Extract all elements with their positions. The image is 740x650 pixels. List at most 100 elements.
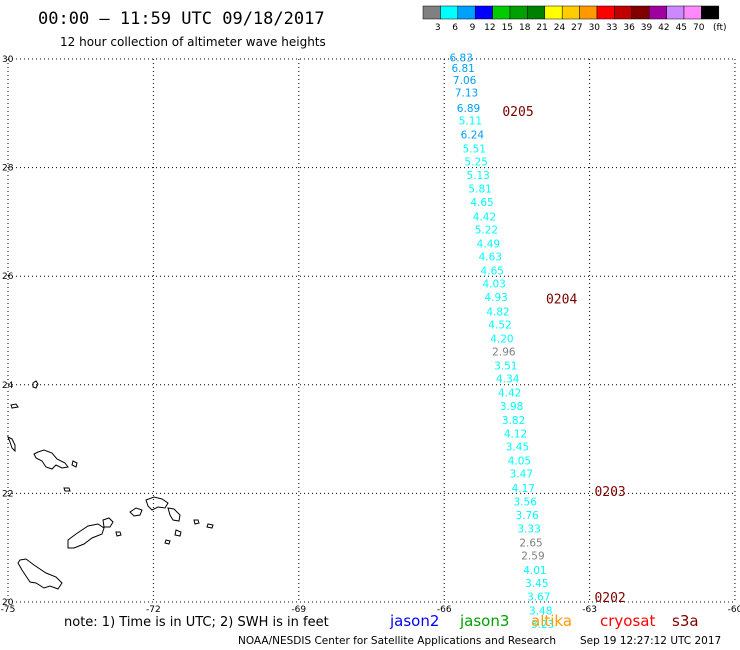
legend-swatch xyxy=(422,5,441,20)
legend-swatch xyxy=(596,5,615,20)
pass-label: 0203 xyxy=(594,485,625,500)
x-tick-label: -69 xyxy=(291,605,306,615)
swh-value: 7.13 xyxy=(455,87,478,99)
legend-swatch xyxy=(527,5,546,20)
legend-label: 6 xyxy=(452,23,458,33)
legend-label: 3 xyxy=(435,23,441,33)
legend-label: 70 xyxy=(693,23,705,33)
legend-label: 39 xyxy=(641,23,653,33)
satellite-jason3: jason3 xyxy=(459,612,509,630)
swh-value: 5.11 xyxy=(459,116,482,128)
land-outline xyxy=(67,523,105,549)
swh-value: 4.82 xyxy=(486,306,509,318)
legend-swatch xyxy=(544,5,563,20)
land-outline xyxy=(164,539,171,545)
legend-swatch xyxy=(561,5,580,20)
swh-value: 4.63 xyxy=(479,251,502,263)
swh-value: 2.65 xyxy=(519,538,542,550)
swh-value: 3.23 xyxy=(531,619,554,631)
y-tick-label: 22 xyxy=(2,489,13,499)
swh-value: 3.56 xyxy=(514,496,538,508)
land-outline xyxy=(10,403,19,409)
swh-value: 4.20 xyxy=(490,333,513,345)
swh-value: 3.45 xyxy=(525,578,548,590)
swh-value: 4.05 xyxy=(508,456,531,468)
x-tick-label: -63 xyxy=(582,605,597,615)
legend-label: 18 xyxy=(519,23,531,33)
legend-label: 30 xyxy=(589,23,601,33)
x-tick-label: -72 xyxy=(146,605,161,615)
land-outline xyxy=(7,435,16,453)
legend-swatch xyxy=(683,5,702,20)
legend-swatch xyxy=(474,5,493,20)
legend-swatch xyxy=(701,5,720,20)
satellite-altika: altika xyxy=(531,612,572,630)
land-outline xyxy=(206,523,214,529)
swh-value: 4.65 xyxy=(470,197,493,209)
swh-value: 5.13 xyxy=(466,170,489,182)
land-outline xyxy=(32,380,39,389)
legend-swatch xyxy=(631,5,650,20)
swh-value: 3.51 xyxy=(494,361,517,373)
swh-value: 4.17 xyxy=(512,483,535,495)
page-title: 00:00 – 11:59 UTC 09/18/2017 xyxy=(38,9,325,29)
y-tick-label: 28 xyxy=(2,164,14,174)
satellite-s3a: s3a xyxy=(672,612,699,630)
map-grid xyxy=(7,58,736,603)
legend-label: 36 xyxy=(623,23,635,33)
land-outline xyxy=(102,517,114,528)
swh-value: 2.59 xyxy=(521,551,544,563)
satellite-jason2: jason2 xyxy=(389,612,439,630)
pass-labels: 0205 0204 0203 0202 xyxy=(502,105,625,606)
color-legend: 3 6 9 12 15 18 21 24 27 30 33 36 39 42 45 70 xyxy=(422,5,720,33)
swh-value: 3.47 xyxy=(510,469,533,481)
note-text: note: 1) Time is in UTC; 2) SWH is in fe… xyxy=(64,615,329,630)
legend-swatch xyxy=(509,5,528,20)
swh-value: 3.76 xyxy=(515,510,539,522)
legend-unit: (ft) xyxy=(713,23,727,33)
land-outline xyxy=(115,531,122,537)
legend-label: 12 xyxy=(484,23,495,33)
land-outline xyxy=(193,519,200,525)
legend-swatch xyxy=(492,5,511,20)
x-tick-label: -60 xyxy=(728,605,740,615)
legend-label: 24 xyxy=(554,23,566,33)
swh-value: 4.65 xyxy=(481,266,504,278)
pass-label: 0205 xyxy=(502,105,533,120)
swh-value: 4.03 xyxy=(482,279,505,291)
land-outline xyxy=(71,460,78,468)
swh-value: 5.22 xyxy=(475,224,498,236)
land-outline xyxy=(174,529,182,537)
legend-swatch xyxy=(666,5,685,20)
swh-value: 5.25 xyxy=(465,156,488,168)
legend-label: 9 xyxy=(470,23,476,33)
land-outline xyxy=(145,496,169,511)
x-tick-label: -66 xyxy=(437,605,452,615)
land-outline xyxy=(167,507,181,522)
swh-value: 4.34 xyxy=(496,374,520,386)
timestamp-text: Sep 19 12:27:12 UTC 2017 xyxy=(580,635,721,647)
swh-value: 3.67 xyxy=(527,591,550,603)
legend-label: 15 xyxy=(502,23,513,33)
swh-value: 3.82 xyxy=(502,415,525,427)
y-tick-label: 24 xyxy=(2,381,14,391)
satellite-key: jason2 jason3 altika cryosat s3a xyxy=(389,612,699,630)
swh-value: 6.83 xyxy=(450,53,473,65)
satellite-cryosat: cryosat xyxy=(600,612,655,630)
legend-swatch xyxy=(648,5,667,20)
swh-value: 3.48 xyxy=(529,605,552,617)
legend-label: 21 xyxy=(536,23,547,33)
swh-value: 5.51 xyxy=(463,143,486,155)
swh-value: 4.42 xyxy=(498,388,521,400)
axis-ticks: -75 -72 -69 -66 -63 -60 30 28 26 24 22 20 xyxy=(1,55,740,615)
legend-label: 27 xyxy=(571,23,582,33)
legend-label: 33 xyxy=(606,23,617,33)
swh-value: 4.93 xyxy=(484,292,507,304)
land-outline xyxy=(33,449,69,470)
swh-value: 3.45 xyxy=(506,442,529,454)
swh-value: 4.52 xyxy=(488,319,511,331)
y-tick-label: 20 xyxy=(2,598,14,608)
credit-text: NOAA/NESDIS Center for Satellite Applica… xyxy=(238,635,556,647)
swh-value: 6.89 xyxy=(457,103,480,115)
